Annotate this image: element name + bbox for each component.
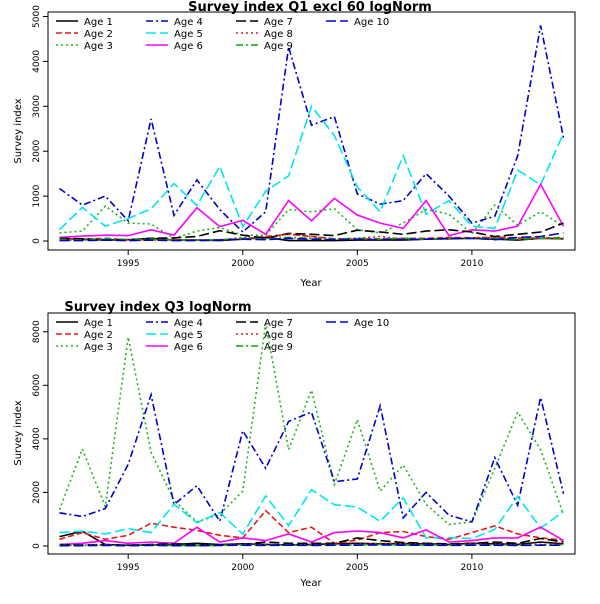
series-line-age-5 <box>59 488 564 540</box>
series-line-age-4 <box>59 25 565 234</box>
series-line-age-5 <box>58 104 565 231</box>
y-tick-label: 5000 <box>32 5 42 28</box>
plot-area-frame <box>47 11 576 251</box>
legend-item-age-4: Age 4 <box>146 318 203 329</box>
legend-label: Age 6 <box>174 41 203 52</box>
series-line-age-7 <box>59 222 564 241</box>
legend-label: Age 7 <box>264 17 293 28</box>
x-tick-label: 2000 <box>231 563 254 573</box>
legend-item-age-9: Age 9 <box>236 342 293 353</box>
legend-label: Age 1 <box>84 318 113 329</box>
legend-label: Age 9 <box>264 342 293 353</box>
legend-item-age-7: Age 7 <box>236 17 293 28</box>
x-tick-label: 2010 <box>460 563 483 573</box>
series-line-age-6 <box>59 182 565 239</box>
y-tick-label: 2000 <box>32 139 42 162</box>
legend-item-age-7: Age 7 <box>236 318 293 329</box>
series-line-age-8 <box>59 542 564 547</box>
series-line-age-4 <box>59 391 565 524</box>
legend-label: Age 4 <box>174 318 203 329</box>
legend-item-age-1: Age 1 <box>56 17 113 28</box>
x-tick-label: 2000 <box>231 259 254 269</box>
legend-item-age-1: Age 1 <box>56 318 113 329</box>
legend-label: Age 5 <box>174 29 203 40</box>
legend-item-age-8: Age 8 <box>236 330 293 341</box>
legend-label: Age 7 <box>264 318 293 329</box>
legend-item-age-3: Age 3 <box>56 342 113 353</box>
chart-title: Survey index Q1 excl 60 logNorm <box>188 0 432 15</box>
legend-label: Age 2 <box>84 29 113 40</box>
series-lines <box>58 323 565 547</box>
axes: 1995 2000 2005 2010 0 2000 4000 6000 8000 <box>32 320 484 573</box>
y-tick-label: 6000 <box>32 374 42 397</box>
chart-panel-q1: Survey index Q1 excl 60 logNorm 1995 2000… <box>13 0 576 289</box>
series-line-age-3 <box>59 203 564 240</box>
x-tick-label: 1995 <box>117 259 140 269</box>
legend-item-age-2: Age 2 <box>56 330 113 341</box>
y-tick-label: 0 <box>32 238 42 244</box>
y-axis-label: Survey index <box>13 400 24 465</box>
legend-label: Age 10 <box>354 17 389 28</box>
legend-item-age-6: Age 6 <box>146 342 203 353</box>
x-tick-label: 2005 <box>346 563 369 573</box>
legend-item-age-9: Age 9 <box>236 41 293 52</box>
y-tick-label: 8000 <box>32 320 42 343</box>
legend-item-age-2: Age 2 <box>56 29 113 40</box>
legend-item-age-4: Age 4 <box>146 17 203 28</box>
plot-area-frame <box>47 312 576 555</box>
legend-label: Age 1 <box>84 17 113 28</box>
chart-title: Survey index Q3 logNorm <box>64 300 251 315</box>
y-tick-label: 4000 <box>32 50 42 73</box>
legend-label: Age 5 <box>174 330 203 341</box>
y-tick-label: 3000 <box>32 95 42 118</box>
legend-label: Age 9 <box>264 41 293 52</box>
y-tick-label: 2000 <box>32 481 42 504</box>
legend-item-age-5: Age 5 <box>146 29 203 40</box>
series-line-age-6 <box>59 526 564 546</box>
x-tick-label: 2005 <box>346 259 369 269</box>
axes: 1995 2000 2005 2010 0 1000 2000 3000 4000 5000 <box>32 5 484 269</box>
y-tick-label: 0 <box>32 543 42 549</box>
legend-label: Age 8 <box>264 330 293 341</box>
legend-item-age-5: Age 5 <box>146 330 203 341</box>
legend-label: Age 10 <box>354 318 389 329</box>
series-line-age-7 <box>59 537 564 547</box>
series-line-age-10 <box>59 544 564 547</box>
legend-label: Age 3 <box>84 342 113 353</box>
series-line-age-3 <box>58 323 565 526</box>
series-line-age-10 <box>59 232 564 242</box>
legend-item-age-10: Age 10 <box>326 17 389 28</box>
x-tick-label: 2010 <box>460 259 483 269</box>
series-lines <box>58 25 565 242</box>
x-tick-label: 1995 <box>117 563 140 573</box>
x-axis-label: Year <box>299 278 322 289</box>
legend-label: Age 8 <box>264 29 293 40</box>
series-line-age-2 <box>59 509 564 545</box>
legend-item-age-8: Age 8 <box>236 29 293 40</box>
legend-item-age-6: Age 6 <box>146 41 203 52</box>
legend-label: Age 2 <box>84 330 113 341</box>
legend-label: Age 3 <box>84 41 113 52</box>
series-line-age-2 <box>59 233 564 241</box>
legend-item-age-10: Age 10 <box>326 318 389 329</box>
legend-label: Age 6 <box>174 342 203 353</box>
chart-panel-q3: Survey index Q3 logNorm 1995 2000 2005 2010… <box>13 300 576 589</box>
y-tick-label: 1000 <box>32 184 42 207</box>
y-axis-label: Survey index <box>13 98 24 163</box>
y-tick-label: 4000 <box>32 427 42 450</box>
legend-label: Age 4 <box>174 17 203 28</box>
x-axis-label: Year <box>299 578 322 589</box>
legend-item-age-3: Age 3 <box>56 41 113 52</box>
